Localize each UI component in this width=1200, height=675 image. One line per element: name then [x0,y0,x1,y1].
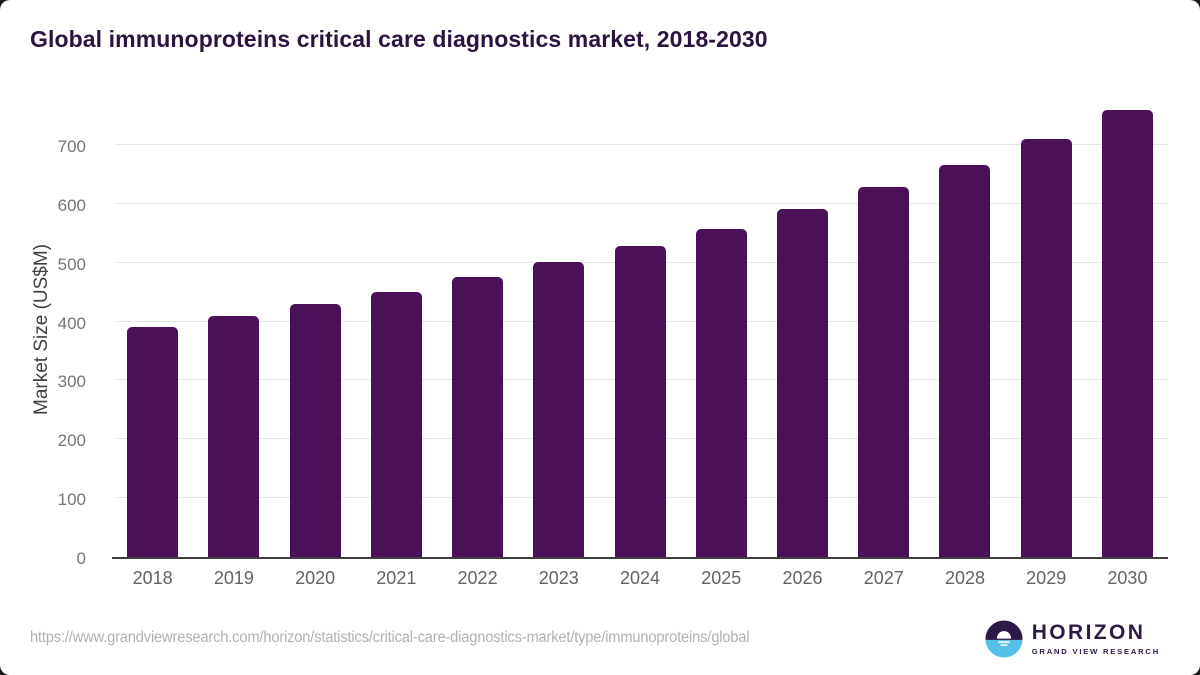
y-tick-200: 200 [57,431,86,451]
bar-slot-2029 [1006,139,1087,557]
bar-series [112,100,1168,557]
bar-2024 [614,245,666,557]
bar-slot-2028 [924,164,1005,557]
x-tick-2021: 2021 [376,568,417,588]
x-tick-2020: 2020 [295,568,336,588]
x-tick-2018: 2018 [132,568,173,588]
y-tick-100: 100 [57,490,86,510]
gridline-600 [115,202,1168,204]
plot-area [112,100,1168,559]
x-tick-2026: 2026 [782,568,823,588]
horizon-logo: HORIZON GRAND VIEW RESEARCH [985,620,1160,658]
source-url: https://www.grandviewresearch.com/horizo… [30,629,750,646]
bar-2021 [370,291,422,557]
gridline-700 [115,144,1168,146]
bar-slot-2021 [356,291,437,557]
bar-slot-2018 [112,326,193,557]
x-tick-2024: 2024 [620,568,661,588]
bar-slot-2019 [193,315,274,557]
bar-slot-2020 [274,303,355,557]
bar-2020 [289,303,341,557]
x-tick-2027: 2027 [863,568,904,588]
bar-2030 [1101,109,1153,557]
bar-2026 [776,208,828,557]
bar-slot-2027 [843,187,924,557]
x-tick-2025: 2025 [701,568,742,588]
bar-slot-2023 [518,262,599,557]
x-tick-2023: 2023 [538,568,579,588]
horizon-logo-text: HORIZON GRAND VIEW RESEARCH [1032,622,1160,656]
horizon-logo-name: HORIZON [1031,621,1146,644]
bar-slot-2022 [437,277,518,557]
bar-2028 [939,164,991,557]
horizon-logo-icon [985,620,1023,658]
bar-2019 [208,315,260,557]
y-axis-ticks: 0 100 200 300 400 500 600 700 [0,100,100,568]
y-tick-300: 300 [57,372,86,392]
y-tick-0: 0 [76,549,86,568]
y-tick-400: 400 [57,313,86,333]
y-tick-500: 500 [57,254,86,274]
x-axis-ticks: 2018 2019 2020 2021 2022 2023 2024 2025 2026 2027… [112,568,1168,589]
horizon-logo-subtitle: GRAND VIEW RESEARCH [1031,647,1160,656]
x-tick-2029: 2029 [1026,568,1067,588]
bar-2027 [858,187,910,557]
bar-2023 [533,262,585,557]
bar-2018 [127,326,179,557]
bar-2029 [1020,139,1072,557]
bar-slot-2025 [681,228,762,557]
bar-slot-2024 [599,245,680,557]
y-tick-600: 600 [57,195,86,215]
chart-title: Global immunoproteins critical care diag… [30,26,768,52]
x-tick-2022: 2022 [457,568,498,588]
y-tick-700: 700 [57,137,86,157]
x-tick-2019: 2019 [213,568,254,588]
bar-slot-2030 [1087,109,1168,557]
bar-2022 [452,277,504,557]
bar-2025 [695,228,747,557]
x-tick-2028: 2028 [944,568,985,588]
bar-slot-2026 [762,208,843,557]
x-tick-2030: 2030 [1107,568,1148,588]
